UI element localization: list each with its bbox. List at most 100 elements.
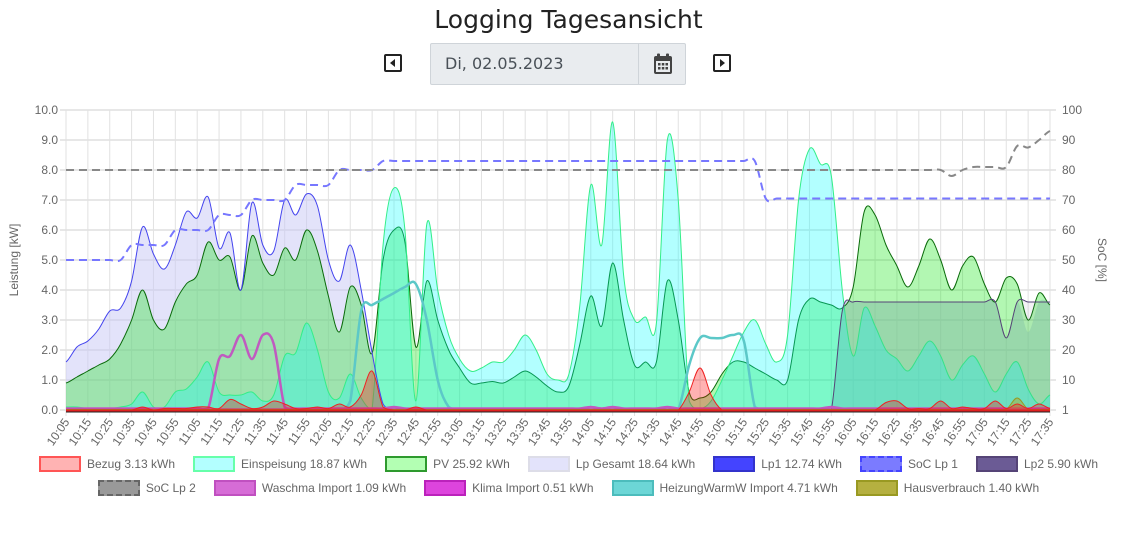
x-tick-label: 17:35 [1028, 415, 1057, 448]
page-title: Logging Tagesansicht [434, 5, 703, 34]
x-tick-label: 10:15 [66, 415, 95, 448]
y2-tick-label: 60 [1062, 223, 1076, 237]
legend-item-lp-gesamt[interactable]: Lp Gesamt 18.64 kWh [527, 456, 696, 472]
y-tick-label: 4.0 [41, 283, 58, 297]
x-tick-label: 12:45 [394, 415, 423, 448]
y2-tick-label: 70 [1062, 193, 1076, 207]
x-tick-label: 12:05 [306, 415, 335, 448]
y2-tick-label: 80 [1062, 163, 1076, 177]
x-tick-label: 10:55 [153, 415, 182, 448]
legend-swatch [193, 456, 236, 472]
y2-tick-label: 30 [1062, 313, 1076, 327]
previous-day-button[interactable] [384, 54, 402, 72]
legend-swatch [385, 456, 428, 472]
legend-item-einspeisung[interactable]: Einspeisung 18.87 kWh [193, 456, 367, 472]
x-tick-label: 12:35 [372, 415, 401, 448]
legend-swatch [97, 480, 140, 496]
series-line-soc-lp-2 [66, 130, 1051, 178]
y2-tick-label: 1 [1062, 403, 1069, 417]
x-tick-label: 16:15 [853, 415, 882, 448]
legend-item-hausverbrauch[interactable]: Hausverbrauch 1.40 kWh [855, 480, 1040, 496]
x-tick-label: 11:15 [197, 415, 225, 447]
legend-label: Lp2 5.90 kWh [1023, 457, 1099, 471]
series-area-pv [66, 205, 1050, 410]
caret-right-icon [720, 59, 725, 67]
legend-label: SoC Lp 1 [907, 457, 958, 471]
y-tick-label: 3.0 [41, 313, 58, 327]
legend-item-bezug[interactable]: Bezug 3.13 kWh [38, 456, 176, 472]
y2-tick-label: 20 [1062, 343, 1076, 357]
legend-label: PV 25.92 kWh [433, 457, 510, 471]
x-tick-label: 15:35 [765, 415, 794, 448]
caret-left-icon [390, 59, 395, 67]
x-tick-label: 10:45 [131, 415, 160, 448]
legend-label: Bezug 3.13 kWh [86, 457, 176, 471]
x-tick-label: 14:55 [678, 415, 707, 448]
legend-label: Lp1 12.74 kWh [761, 457, 842, 471]
legend-label: Klima Import 0.51 kWh [472, 481, 594, 495]
chart-legend-row-1: Bezug 3.13 kWh Einspeisung 18.87 kWh PV 25… [0, 456, 1137, 472]
x-tick-label: 16:35 [897, 415, 926, 448]
x-tick-label: 15:05 [700, 415, 729, 448]
x-tick-label: 13:05 [437, 415, 466, 448]
legend-item-lp2[interactable]: Lp2 5.90 kWh [975, 456, 1099, 472]
x-tick-label: 13:45 [525, 415, 554, 448]
y2-tick-label: 100 [1062, 103, 1082, 117]
x-tick-label: 11:45 [263, 415, 291, 447]
calendar-icon [653, 53, 672, 74]
y-tick-label: 8.0 [41, 163, 58, 177]
chart-series [65, 121, 1051, 412]
y-tick-label: 10.0 [35, 103, 59, 117]
legend-item-soc-lp-2[interactable]: SoC Lp 2 [97, 480, 196, 496]
x-tick-label: 15:25 [743, 415, 772, 448]
x-tick-label: 13:25 [481, 415, 510, 448]
y2-tick-label: 40 [1062, 283, 1076, 297]
legend-swatch [424, 480, 467, 496]
series-line-soc-lp-1 [66, 157, 1050, 263]
y-tick-label: 5.0 [41, 253, 58, 267]
series-line-einspeisung [65, 121, 1051, 410]
y-tick-label: 7.0 [41, 193, 58, 207]
legend-item-soc-lp-1[interactable]: SoC Lp 1 [859, 456, 958, 472]
series-area-lp2 [66, 299, 1050, 410]
y-tick-label: 9.0 [41, 133, 58, 147]
x-tick-label: 15:45 [787, 415, 816, 448]
legend-label: SoC Lp 2 [145, 481, 196, 495]
legend-item-waschma-import[interactable]: Waschma Import 1.09 kWh [213, 480, 407, 496]
next-day-button[interactable] [713, 54, 731, 72]
legend-label: Lp Gesamt 18.64 kWh [575, 457, 696, 471]
legend-swatch [855, 480, 898, 496]
x-tick-label: 14:05 [569, 415, 598, 448]
legend-swatch [213, 480, 256, 496]
y2-tick-label: 10 [1062, 373, 1076, 387]
date-input[interactable]: Di, 02.05.2023 [445, 54, 564, 73]
legend-swatch [527, 456, 570, 472]
legend-swatch [38, 456, 81, 472]
series-line-hausverbrauch [66, 397, 1050, 411]
legend-item-klima-import[interactable]: Klima Import 0.51 kWh [424, 480, 594, 496]
x-tick-label: 10:35 [109, 415, 138, 448]
y-tick-label: 6.0 [41, 223, 58, 237]
calendar-button[interactable] [638, 44, 686, 84]
x-tick-label: 13:15 [459, 415, 488, 448]
legend-item-pv[interactable]: PV 25.92 kWh [385, 456, 510, 472]
series-line-pv [65, 205, 1051, 401]
x-tick-label: 14:45 [656, 415, 685, 448]
legend-label: Waschma Import 1.09 kWh [261, 481, 407, 495]
x-tick-label: 13:55 [547, 415, 576, 448]
series-area-lp-gesamt [66, 193, 1050, 410]
x-tick-label: 11:05 [175, 415, 203, 447]
legend-item-lp1[interactable]: Lp1 12.74 kWh [713, 456, 842, 472]
x-tick-label: 14:15 [590, 415, 619, 448]
legend-label: Hausverbrauch 1.40 kWh [903, 481, 1040, 495]
legend-item-heizungwarmw-import[interactable]: HeizungWarmW Import 4.71 kWh [611, 480, 838, 496]
x-tick-label: 14:35 [634, 415, 663, 448]
y2-axis-title: SoC [%] [1095, 238, 1109, 282]
x-tick-label: 17:15 [984, 415, 1013, 448]
x-tick-label: 14:25 [612, 415, 641, 448]
legend-swatch [859, 456, 902, 472]
y2-tick-label: 90 [1062, 133, 1076, 147]
x-tick-label: 15:55 [809, 415, 838, 448]
x-tick-label: 13:35 [503, 415, 532, 448]
